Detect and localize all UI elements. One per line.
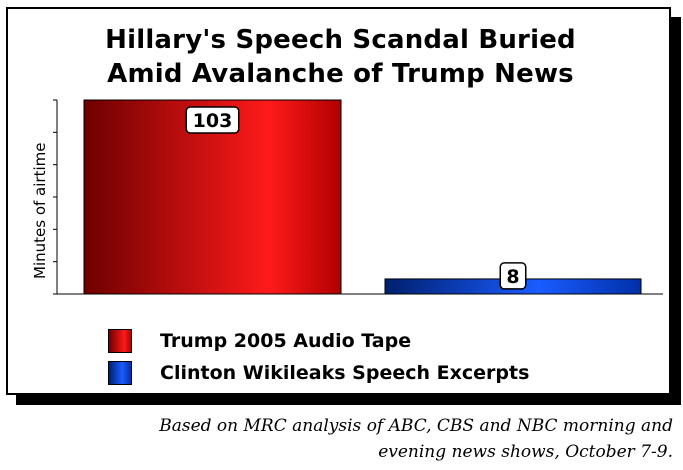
chart-card: Hillary's Speech Scandal Buried Amid Ava… <box>6 7 671 395</box>
caption-line-2: evening news shows, October 7-9. <box>378 442 673 462</box>
data-label-box <box>185 106 240 134</box>
chart-title-line-1: Hillary's Speech Scandal Buried <box>105 25 576 55</box>
legend-swatch-trump <box>108 329 132 353</box>
plot-area: 103 8 <box>53 99 663 295</box>
legend-swatch-clinton <box>108 361 132 385</box>
data-label-box <box>499 262 527 290</box>
legend-label-trump: Trump 2005 Audio Tape <box>160 330 412 352</box>
data-label: 103 <box>193 110 233 132</box>
data-label: 8 <box>506 266 519 288</box>
chart-title-line-2: Amid Avalanche of Trump News <box>107 59 574 89</box>
caption-line-1: Based on MRC analysis of ABC, CBS and NB… <box>159 416 673 436</box>
legend-label-clinton: Clinton Wikileaks Speech Excerpts <box>160 362 530 384</box>
